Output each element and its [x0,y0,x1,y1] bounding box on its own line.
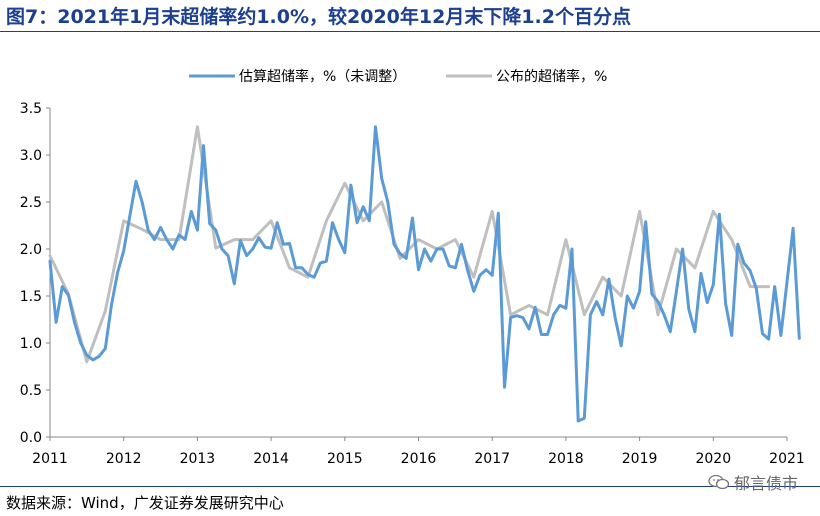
x-tick-label: 2015 [327,451,363,467]
title-rule [0,31,820,32]
y-tick-label: 1.0 [20,336,42,352]
x-tick-label: 2020 [695,451,731,467]
y-tick-label: 0.5 [20,383,42,399]
series-layer [48,125,801,423]
watermark-text: 郁言债市 [733,474,798,493]
x-tick-label: 2011 [32,451,68,467]
series-line-estimated [48,125,801,423]
legend: 估算超储率，%（未调整） 公布的超储率，% [189,68,607,85]
x-tick-label: 2021 [769,451,805,467]
wechat-icon [708,474,730,490]
x-tick-label: 2016 [401,451,437,467]
x-tick-label: 2014 [253,451,289,467]
legend-item-published-label: 公布的超储率，% [496,68,607,85]
x-tick-label: 2013 [180,451,216,467]
x-tick-label: 2019 [622,451,658,467]
y-tick-label: 2.0 [20,242,42,258]
y-tick-label: 0.0 [20,430,42,446]
legend-item-estimated-label: 估算超储率，%（未调整） [239,68,406,85]
y-tick-label: 3.5 [20,101,42,117]
watermark: 郁言债市 [708,470,798,494]
line-chart: 估算超储率，%（未调整） 公布的超储率，% 0.0 0.5 1.0 1.5 2.0 2.5 3… [20,68,805,467]
x-tick-label: 2018 [548,451,584,467]
data-source-note: 数据来源：Wind，广发证券发展研究中心 [6,494,284,512]
y-tick-label: 2.5 [20,195,42,211]
x-tick-label: 2012 [106,451,142,467]
y-tick-label: 1.5 [20,289,42,305]
chart-title: 图7：2021年1月末超储率约1.0%，较2020年12月末下降1.2个百分点 [6,6,631,28]
footer-rule [0,486,820,487]
y-tick-label: 3.0 [20,148,42,164]
x-tick-label: 2017 [474,451,510,467]
axes: 0.0 0.5 1.0 1.5 2.0 2.5 3.0 3.5 2011 2012 2013 2014… [20,101,805,467]
